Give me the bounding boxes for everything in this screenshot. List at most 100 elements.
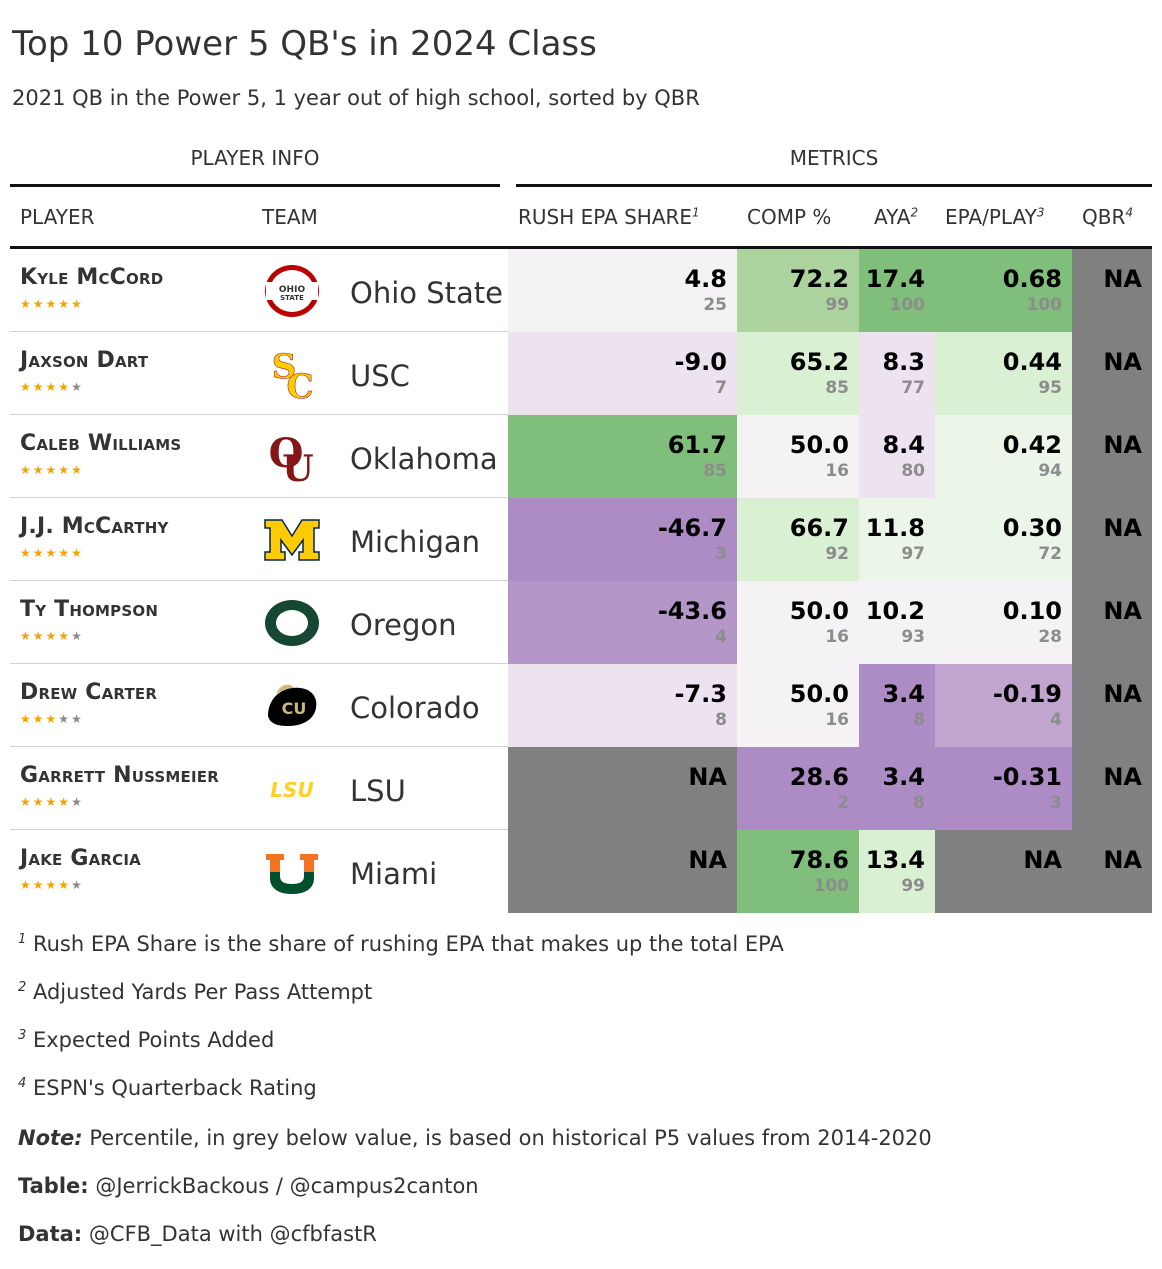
svg-text:C: C <box>286 367 313 404</box>
player-name: Garrett Nussmeier <box>20 763 219 788</box>
metric-na: NA <box>1103 265 1142 293</box>
table-body: Kyle McCord ★★★★★ OHIO STATE Ohio State 4.8 25… <box>10 249 1152 913</box>
svg-text:S: S <box>272 347 297 387</box>
star-filled-icon: ★ <box>20 878 33 892</box>
colorado-logo: CU <box>262 676 322 736</box>
metric-value: -0.31 <box>992 763 1062 791</box>
column-header-comp-pct: COMP % <box>747 205 832 229</box>
star-filled-icon: ★ <box>45 629 59 643</box>
metric-value: -7.3 <box>674 680 727 708</box>
footnote-1: 1 Rush EPA Share is the share of rushing… <box>18 932 784 956</box>
team-name: Oregon <box>350 608 457 642</box>
metric-percentile: 4 <box>1050 710 1062 730</box>
metric-cell-qbr-na: NA <box>1072 332 1152 415</box>
svg-text:STATE: STATE <box>280 294 304 302</box>
star-empty-icon: ★ <box>71 629 84 643</box>
star-filled-icon: ★ <box>71 297 84 311</box>
star-empty-icon: ★ <box>71 878 84 892</box>
metric-percentile: 92 <box>825 544 849 564</box>
star-rating: ★★★★★ <box>20 795 84 809</box>
metric-percentile: 8 <box>913 710 925 730</box>
column-header-qbr: QBR4 <box>1082 205 1133 229</box>
metric-na: NA <box>1023 846 1062 874</box>
metric-value: 28.6 <box>789 763 849 791</box>
star-rating: ★★★★★ <box>20 878 84 892</box>
player-name: Kyle McCord <box>20 265 164 290</box>
metric-value: 0.42 <box>1002 431 1062 459</box>
metric-cell-qbr-na: NA <box>1072 249 1152 332</box>
star-filled-icon: ★ <box>58 463 72 477</box>
metric-value: 50.0 <box>789 431 849 459</box>
metric-cell-comp: 50.0 16 <box>737 581 859 664</box>
table-row: J.J. McCarthy ★★★★★ Michigan -46.7 3 66.7 92 11… <box>10 498 1152 581</box>
star-rating: ★★★★★ <box>20 546 84 560</box>
team-name: Oklahoma <box>350 442 498 476</box>
metric-value: 0.68 <box>1002 265 1062 293</box>
metric-cell-epa: 0.42 94 <box>935 415 1072 498</box>
metric-value: 11.8 <box>865 514 925 542</box>
metric-cell-epa: 0.44 95 <box>935 332 1072 415</box>
table-row: Drew Carter ★★★★★ CU Colorado -7.3 8 50.0 16 3.4… <box>10 664 1152 747</box>
metric-cell-epa-na: NA <box>935 830 1072 913</box>
metric-cell-qbr-na: NA <box>1072 581 1152 664</box>
metric-percentile: 93 <box>901 627 925 647</box>
column-header-aya: AYA2 <box>874 205 919 229</box>
svg-text:U: U <box>282 448 313 487</box>
metric-na: NA <box>688 846 727 874</box>
metric-value: 8.4 <box>882 431 925 459</box>
metric-percentile: 99 <box>825 295 849 315</box>
metric-cell-aya: 3.4 8 <box>859 664 935 747</box>
metric-value: -9.0 <box>674 348 727 376</box>
star-filled-icon: ★ <box>45 712 59 726</box>
header-rule <box>10 246 1152 249</box>
star-filled-icon: ★ <box>32 380 46 394</box>
metric-percentile: 7 <box>715 378 727 398</box>
metric-na: NA <box>1103 680 1142 708</box>
metric-value: 61.7 <box>667 431 727 459</box>
metric-value: 3.4 <box>882 763 925 791</box>
metric-cell-comp: 50.0 16 <box>737 664 859 747</box>
player-name: Drew Carter <box>20 680 158 705</box>
metric-na: NA <box>1103 514 1142 542</box>
star-filled-icon: ★ <box>32 712 46 726</box>
footnote-2: 2 Adjusted Yards Per Pass Attempt <box>18 980 373 1004</box>
metric-cell-epa: 0.10 28 <box>935 581 1072 664</box>
metric-value: 10.2 <box>865 597 925 625</box>
metric-cell-comp: 65.2 85 <box>737 332 859 415</box>
star-filled-icon: ★ <box>32 297 46 311</box>
star-rating: ★★★★★ <box>20 380 84 394</box>
metric-cell-epa: -0.19 4 <box>935 664 1072 747</box>
team-name: USC <box>350 359 410 393</box>
footnote-3: 3 Expected Points Added <box>18 1028 275 1052</box>
metric-cell-rush: -43.6 4 <box>508 581 737 664</box>
metric-percentile: 100 <box>889 295 926 315</box>
metric-cell-qbr-na: NA <box>1072 830 1152 913</box>
star-filled-icon: ★ <box>45 463 59 477</box>
metric-cell-epa: 0.30 72 <box>935 498 1072 581</box>
note-table-credit: Table: @JerrickBackous / @campus2canton <box>18 1174 479 1198</box>
metric-cell-qbr-na: NA <box>1072 664 1152 747</box>
metric-cell-rush: -7.3 8 <box>508 664 737 747</box>
metric-percentile: 94 <box>1038 461 1062 481</box>
column-header-rush-epa-share: RUSH EPA SHARE1 <box>518 205 700 229</box>
table-row: Jaxson Dart ★★★★★ S C USC -9.0 7 65.2 85 8.3 77 0.4… <box>10 332 1152 415</box>
footnote-4: 4 ESPN's Quarterback Rating <box>18 1076 317 1100</box>
star-filled-icon: ★ <box>45 380 59 394</box>
metric-percentile: 97 <box>901 544 925 564</box>
metric-percentile: 25 <box>703 295 727 315</box>
svg-text:OHIO: OHIO <box>279 285 306 295</box>
star-filled-icon: ★ <box>71 546 84 560</box>
metric-cell-epa: 0.68 100 <box>935 249 1072 332</box>
metric-na: NA <box>1103 846 1142 874</box>
team-name: Michigan <box>350 525 481 559</box>
metric-cell-qbr-na: NA <box>1072 415 1152 498</box>
star-filled-icon: ★ <box>20 629 33 643</box>
column-header-epa-play: EPA/PLAY3 <box>945 205 1045 229</box>
metric-cell-comp: 72.2 99 <box>737 249 859 332</box>
metric-value: 66.7 <box>789 514 849 542</box>
metric-cell-rush: -9.0 7 <box>508 332 737 415</box>
metric-value: 13.4 <box>865 846 925 874</box>
svg-text:O: O <box>269 430 304 477</box>
metric-cell-aya: 13.4 99 <box>859 830 935 913</box>
